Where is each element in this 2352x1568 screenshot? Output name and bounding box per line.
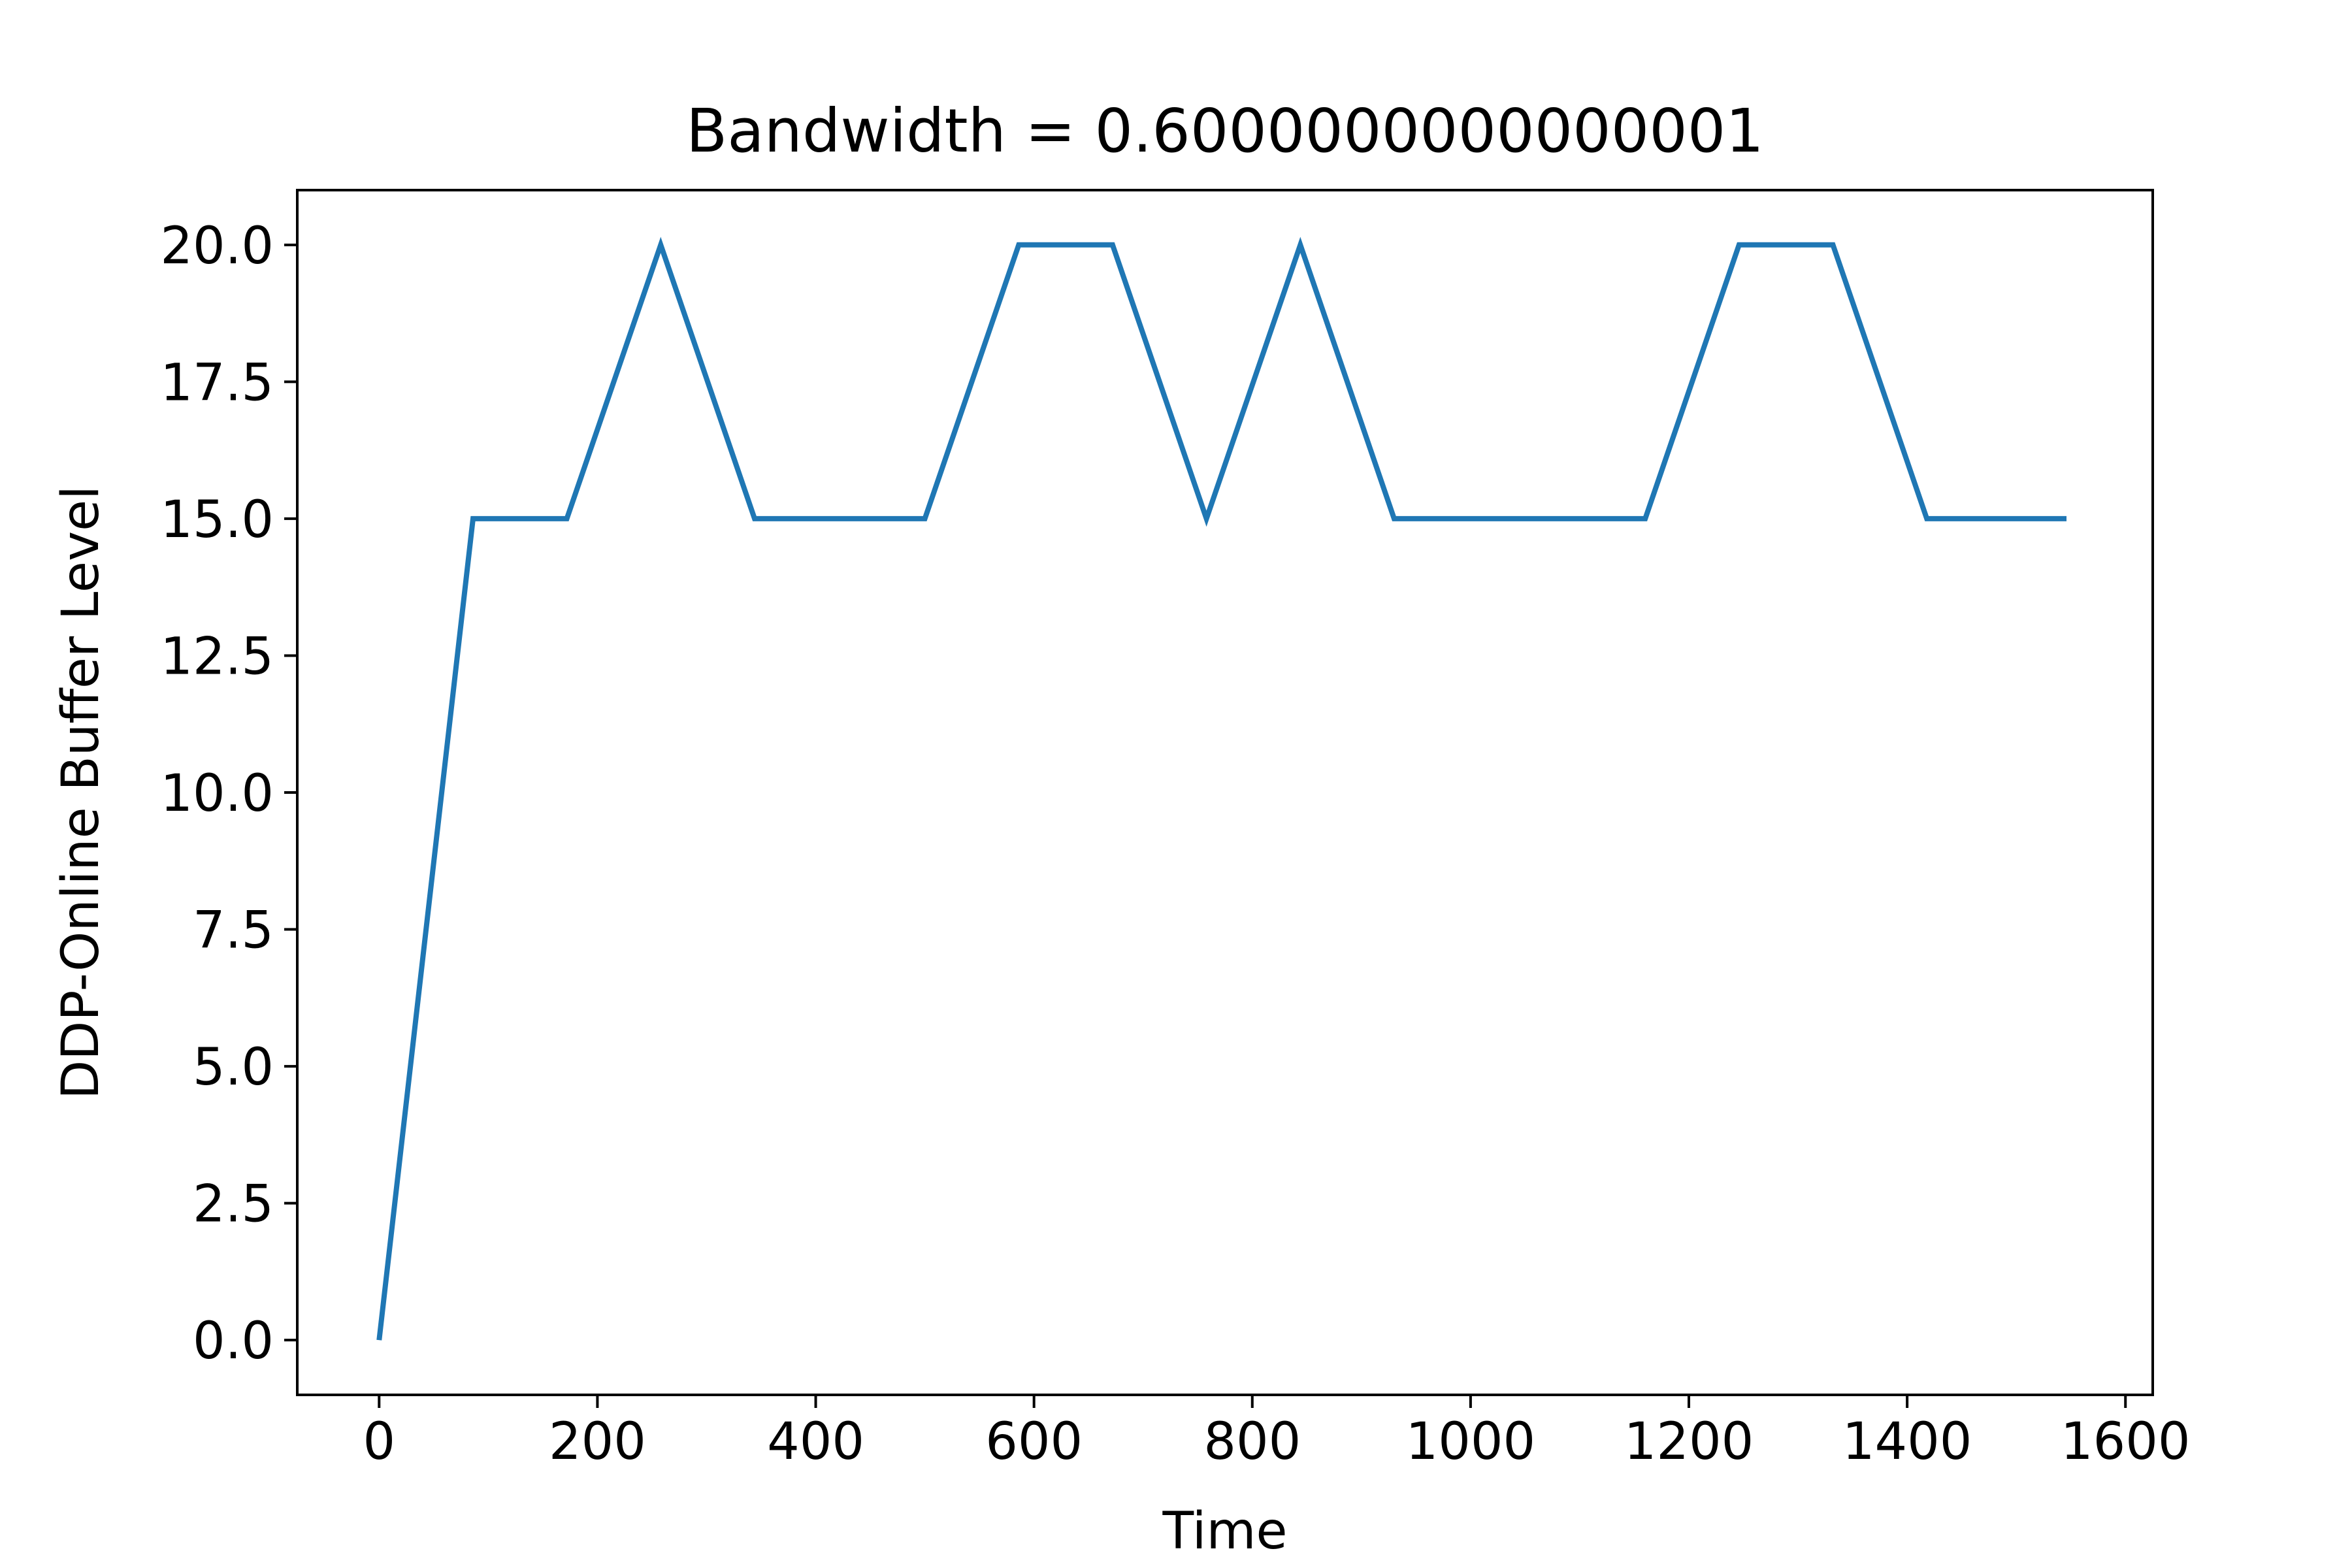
x-tick-label: 1200 xyxy=(1624,1413,1754,1471)
y-tick-label: 20.0 xyxy=(160,217,274,276)
y-tick-label: 10.0 xyxy=(160,764,274,823)
x-tick-label: 1400 xyxy=(1842,1413,1972,1471)
y-tick-label: 0.0 xyxy=(193,1312,274,1371)
x-tick-label: 800 xyxy=(1203,1413,1301,1471)
x-tick-label: 400 xyxy=(767,1413,864,1471)
series-line xyxy=(376,237,2066,1341)
y-axis-label: DDP-Online Buffer Level xyxy=(52,485,110,1100)
y-tick-label: 17.5 xyxy=(160,353,274,412)
y-tick-label: 12.5 xyxy=(160,627,274,686)
x-tick-label: 600 xyxy=(985,1413,1083,1471)
x-axis: 0 200 400 600 800 1000 1200 1400 1600 xyxy=(363,1395,2190,1471)
x-tick-label: 0 xyxy=(363,1413,395,1471)
y-tick-label: 5.0 xyxy=(193,1038,274,1097)
y-tick-label: 2.5 xyxy=(193,1175,274,1234)
x-axis-label: Time xyxy=(1162,1502,1288,1561)
x-tick-label: 200 xyxy=(549,1413,646,1471)
y-tick-label: 7.5 xyxy=(193,902,274,960)
x-tick-label: 1000 xyxy=(1406,1413,1536,1471)
x-tick-label: 1600 xyxy=(2061,1413,2191,1471)
y-axis: 0.0 2.5 5.0 7.5 10.0 12.5 15.0 17.5 20.0 xyxy=(160,217,297,1371)
y-tick-label: 15.0 xyxy=(160,491,274,549)
chart-title: Bandwidth = 0.6000000000000001 xyxy=(686,96,1764,166)
